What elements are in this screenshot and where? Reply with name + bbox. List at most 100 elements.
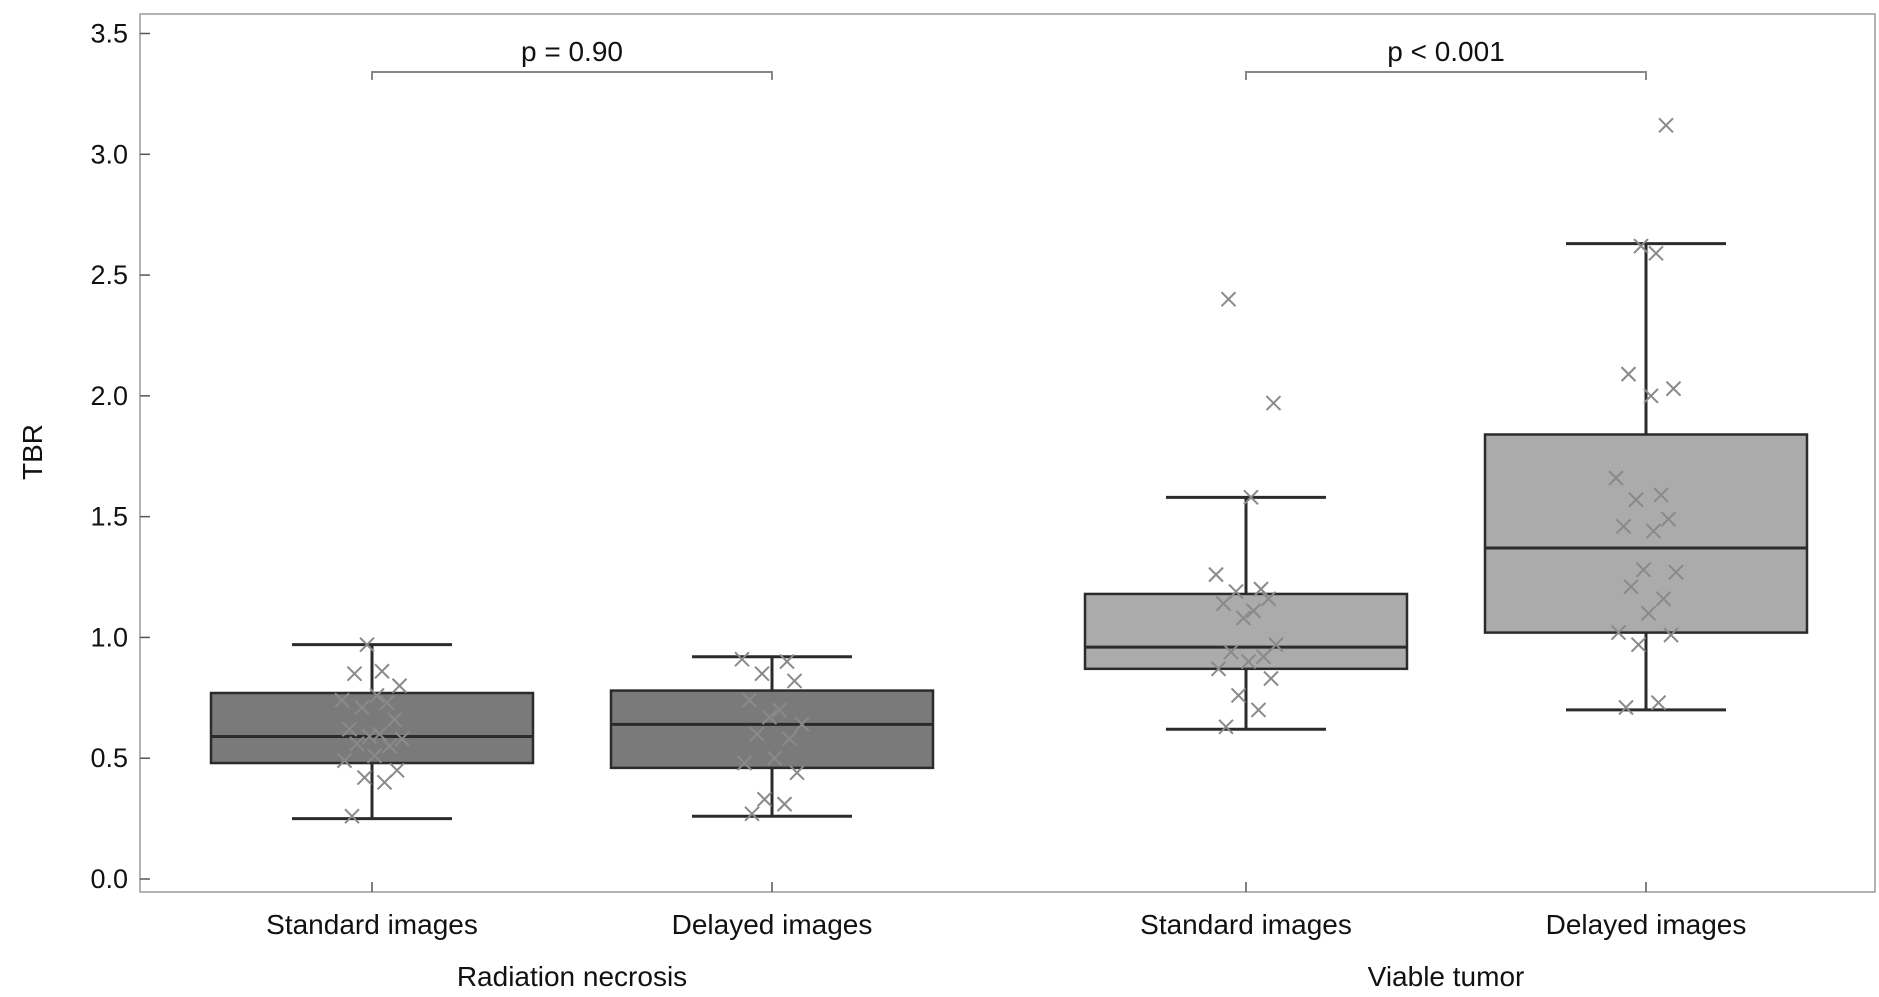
x-category-label: Delayed images <box>672 909 873 940</box>
data-point-marker <box>1618 699 1634 716</box>
marker-stroke <box>1245 603 1262 619</box>
x-group-label: Viable tumor <box>1368 961 1525 992</box>
data-point-marker <box>389 762 405 778</box>
marker-stroke <box>1218 719 1234 735</box>
data-point-marker <box>781 731 798 747</box>
data-point-marker <box>776 796 793 812</box>
marker-stroke <box>369 687 385 704</box>
data-point-marker <box>786 673 803 689</box>
marker-stroke <box>356 769 373 786</box>
marker-stroke <box>781 731 798 747</box>
data-point-marker <box>381 738 398 754</box>
data-point-marker <box>1668 564 1684 580</box>
data-point-marker <box>379 694 395 711</box>
marker-stroke <box>734 651 750 667</box>
y-tick-label: 0.0 <box>90 864 128 894</box>
data-point-marker <box>789 765 805 781</box>
data-point-marker <box>1665 380 1682 397</box>
marker-stroke <box>394 731 410 747</box>
box-2 <box>609 651 935 822</box>
marker-stroke <box>346 665 363 682</box>
data-point-marker <box>369 687 385 704</box>
data-point-marker <box>1633 238 1649 254</box>
marker-stroke <box>1650 694 1667 711</box>
x-category-label: Delayed images <box>1546 909 1747 940</box>
data-point-marker <box>1653 487 1669 503</box>
box-3 <box>1083 291 1409 735</box>
marker-stroke <box>1635 562 1652 578</box>
data-point-marker <box>1615 518 1632 535</box>
marker-stroke <box>1250 702 1267 718</box>
data-point-marker <box>1208 566 1224 583</box>
data-point-marker <box>376 774 393 791</box>
box-4 <box>1483 117 1809 716</box>
marker-stroke <box>1620 366 1637 382</box>
data-point-marker <box>1235 610 1252 626</box>
data-point-marker <box>741 692 758 708</box>
data-point-marker <box>1640 605 1657 621</box>
marker-stroke <box>1228 583 1244 600</box>
marker-stroke <box>391 678 408 694</box>
p-value-label: p = 0.90 <box>521 36 623 67</box>
data-point-marker <box>334 692 350 708</box>
marker-stroke <box>1230 687 1247 704</box>
comparison-brackets: p = 0.90 p < 0.001 <box>371 36 1647 80</box>
x-axis: Standard images Delayed images Radiation n… <box>266 882 1746 992</box>
marker-stroke <box>1665 380 1682 397</box>
data-point-marker <box>1623 578 1639 595</box>
marker-stroke <box>1618 699 1634 716</box>
y-tick-label: 3.5 <box>90 19 128 49</box>
data-point-marker <box>394 731 410 747</box>
marker-stroke <box>361 728 378 745</box>
box-1 <box>209 636 535 824</box>
data-point-marker <box>1260 591 1277 607</box>
boxes <box>209 117 1809 824</box>
marker-stroke <box>1640 605 1657 621</box>
data-point-marker <box>366 748 383 764</box>
marker-stroke <box>1630 636 1647 653</box>
marker-stroke <box>786 673 803 689</box>
data-point-marker <box>779 653 795 670</box>
marker-stroke <box>1223 644 1239 660</box>
bracket-line <box>371 71 773 80</box>
data-point-marker <box>371 726 388 742</box>
data-point-marker <box>766 750 783 766</box>
data-point-marker <box>1263 670 1279 687</box>
data-point-marker <box>1650 694 1667 711</box>
data-point-marker <box>736 755 753 771</box>
data-point-marker <box>341 721 358 737</box>
marker-stroke <box>1243 489 1259 506</box>
marker-stroke <box>789 765 805 781</box>
data-point-marker <box>761 709 778 725</box>
data-point-marker <box>1223 644 1239 660</box>
marker-stroke <box>1610 624 1627 641</box>
data-point-marker <box>1210 661 1227 677</box>
data-point-marker <box>734 651 750 667</box>
y-axis-label: TBR <box>17 424 48 480</box>
marker-stroke <box>794 716 810 733</box>
marker-stroke <box>366 748 383 764</box>
marker-stroke <box>1265 395 1282 411</box>
iqr-box <box>1483 433 1809 634</box>
marker-stroke <box>1633 238 1649 254</box>
data-point-marker <box>1643 388 1659 404</box>
data-point-marker <box>1268 636 1284 653</box>
marker-stroke <box>1263 670 1279 687</box>
marker-stroke <box>1215 595 1232 612</box>
marker-stroke <box>334 692 350 708</box>
marker-stroke <box>761 709 778 725</box>
marker-stroke <box>336 752 353 769</box>
data-point-marker <box>391 678 408 694</box>
iqr-box <box>209 691 535 765</box>
data-point-marker <box>1255 649 1272 665</box>
marker-stroke <box>1663 627 1679 643</box>
marker-stroke <box>749 726 765 742</box>
data-point-marker <box>794 716 810 733</box>
marker-stroke <box>744 806 760 822</box>
y-tick-label: 3.0 <box>90 139 128 169</box>
data-point-marker <box>1218 719 1234 735</box>
data-point-marker <box>754 665 770 682</box>
marker-stroke <box>354 699 370 716</box>
data-point-marker <box>756 791 773 807</box>
data-point-marker <box>1243 489 1259 506</box>
